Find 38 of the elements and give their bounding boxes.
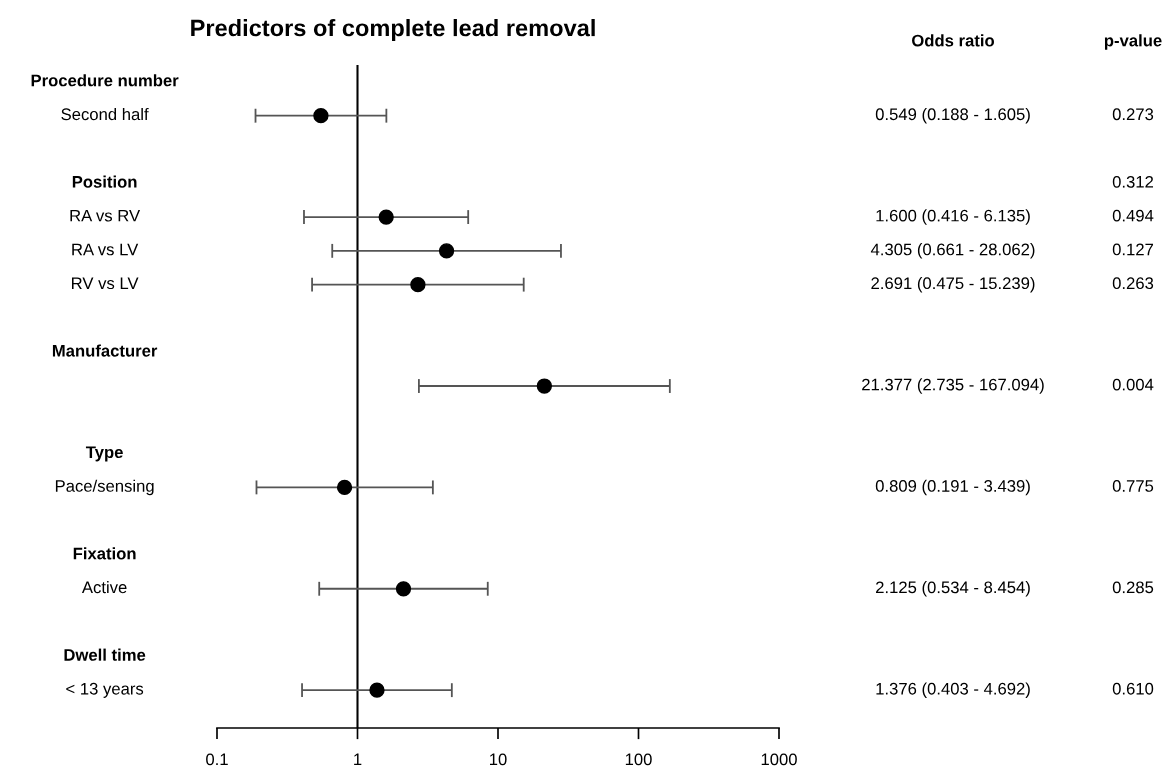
text: 1.600 (0.416 - 6.135) — [876, 209, 1030, 225]
x-tick-label: 100 — [625, 753, 652, 766]
text: 21.377 (2.735 - 167.094) — [862, 378, 1044, 394]
text: 0.549 (0.188 - 1.605) — [875, 107, 1030, 124]
text: 0.127 — [1112, 243, 1154, 256]
text: Odds ratio — [912, 34, 995, 47]
y-tick-label: Pace/sensing — [55, 479, 154, 496]
x-tick-label: 0.1 — [206, 753, 228, 766]
y-tick-label: Active — [81, 581, 127, 594]
text: 0.494 — [1112, 209, 1154, 222]
text: 2.691 (0.475 - 15.239) — [871, 276, 1035, 293]
y-tick-label: Fixation — [73, 547, 136, 560]
x-tick-label: 1 — [354, 753, 362, 766]
chart-title: Predictors of complete lead removal — [191, 19, 595, 41]
y-tick-label: Type — [85, 446, 123, 462]
x-tick-label: 10 — [490, 753, 507, 766]
text: 0.273 — [1112, 108, 1154, 121]
text: 0.610 — [1112, 682, 1154, 695]
text: 0.004 — [1112, 378, 1154, 391]
text: 0.809 (0.191 - 3.439) — [875, 479, 1030, 496]
text: 0.312 — [1112, 175, 1154, 188]
y-tick-label: RA vs RV — [70, 209, 141, 222]
y-tick-label: Position — [72, 175, 137, 188]
text: 2.125 (0.534 - 8.454) — [876, 581, 1030, 597]
y-tick-label: Dwell time — [64, 648, 146, 661]
y-tick-label: < 13 years — [66, 682, 144, 698]
text: p-value — [1104, 34, 1162, 50]
text: 1.376 (0.403 - 4.692) — [876, 682, 1030, 698]
text: 0.263 — [1112, 277, 1154, 290]
text: 0.775 — [1112, 480, 1154, 492]
y-tick-label: Procedure number — [31, 74, 179, 87]
y-tick-label: RA vs LV — [72, 243, 139, 256]
text: 0.285 — [1112, 581, 1154, 594]
y-tick-label: Manufacturer — [52, 344, 158, 357]
x-tick-label: 1000 — [761, 753, 797, 766]
y-tick-label: Second half — [61, 107, 149, 121]
y-tick-label: RV vs LV — [71, 277, 139, 290]
text: 4.305 (0.661 - 28.062) — [870, 243, 1035, 259]
